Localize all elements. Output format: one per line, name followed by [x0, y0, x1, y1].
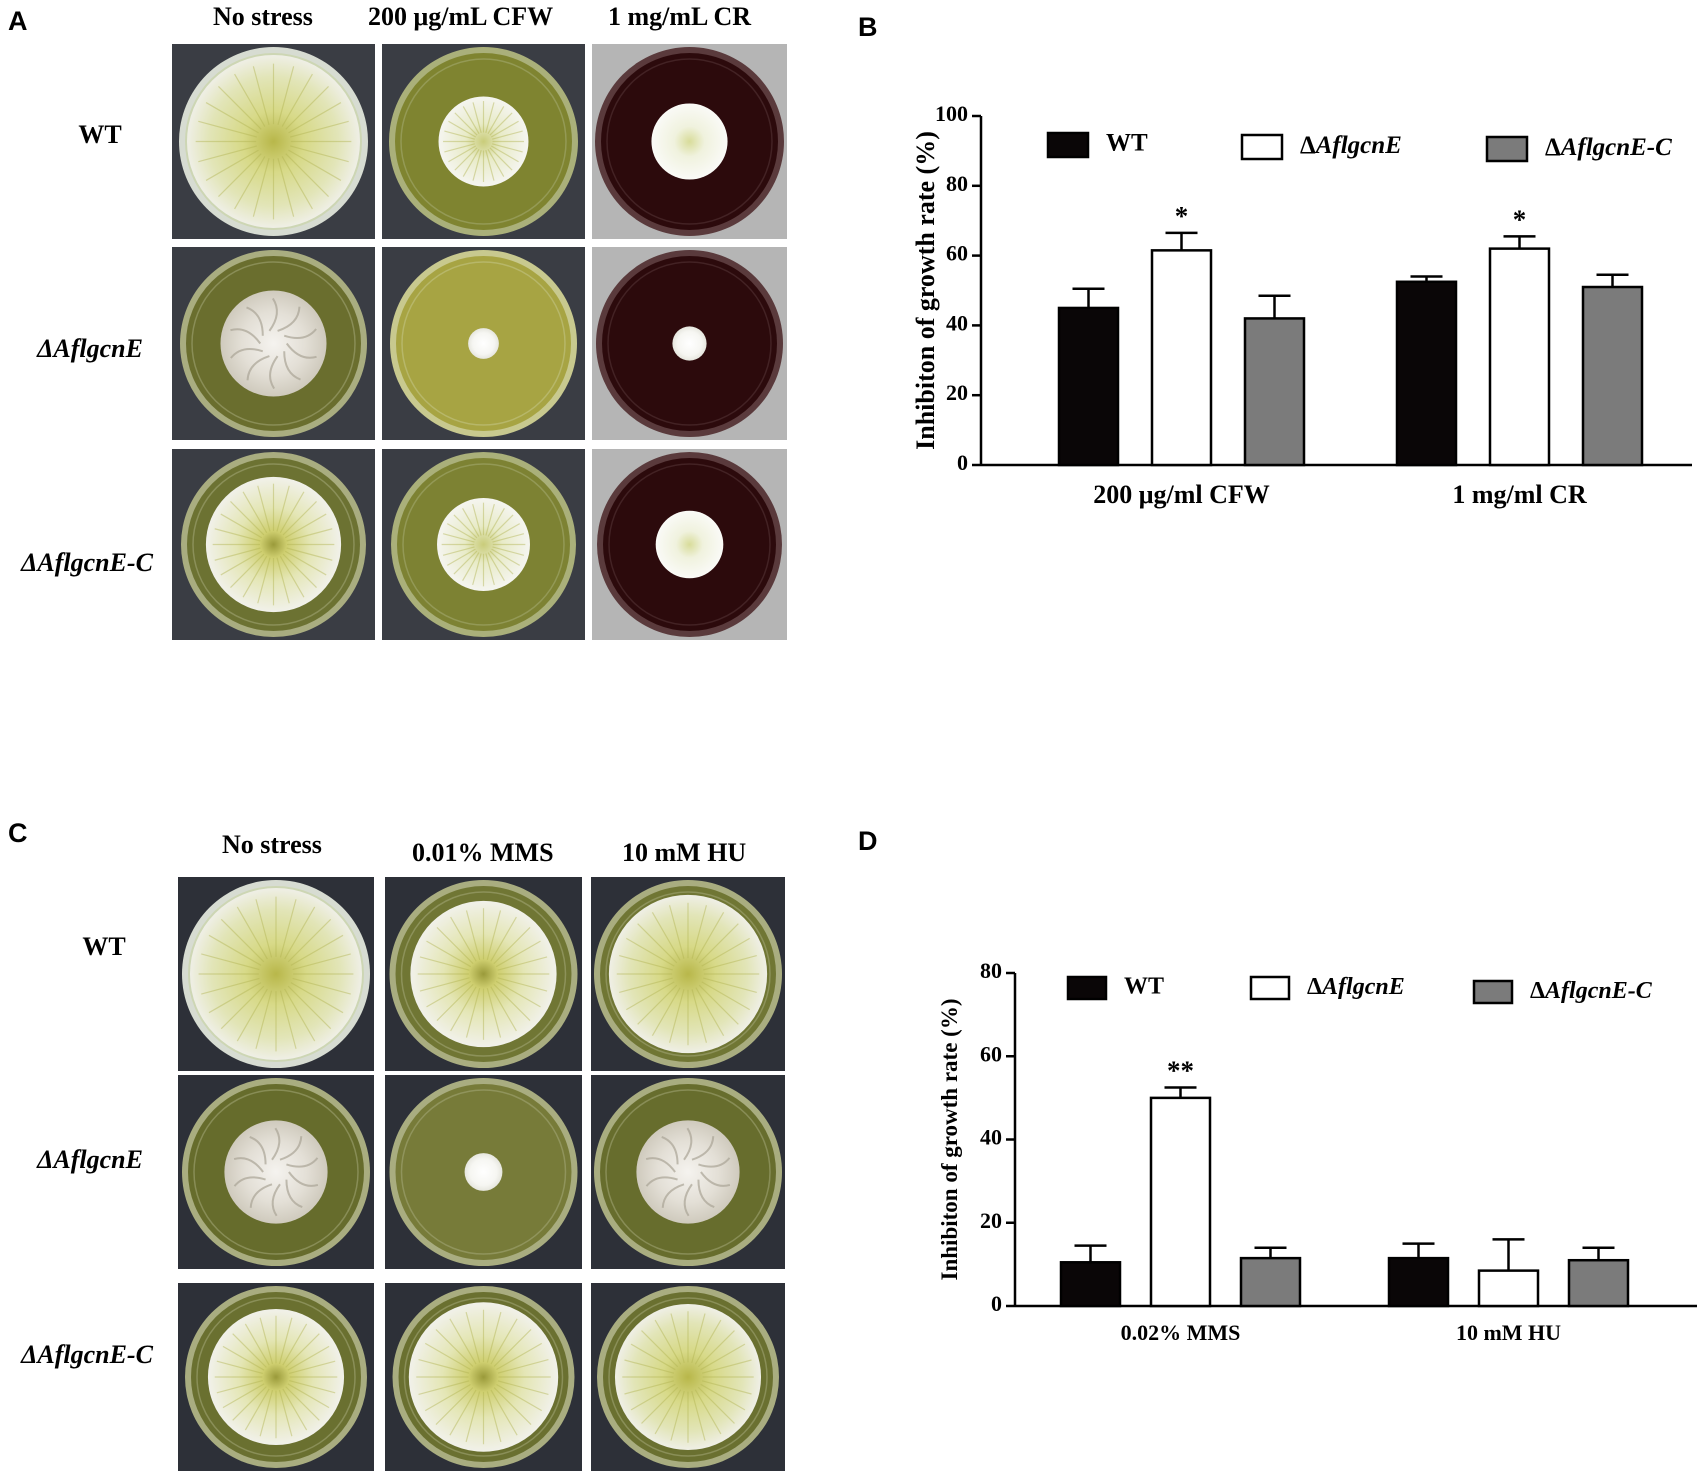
- panel-a-letter: A: [8, 6, 28, 36]
- chart-b-significance-mark: *: [1513, 204, 1527, 234]
- chart-d-y-tick-label: 80: [980, 958, 1002, 983]
- panel-a-plate-r3-c3: [592, 449, 787, 640]
- chart-b-bar: [1057, 306, 1120, 467]
- panel-c-plate-r1-c1: [178, 877, 374, 1071]
- chart-d-legend-label: WT: [1124, 974, 1164, 1000]
- chart-b-legend-label: WT: [1106, 130, 1148, 157]
- panel-c-letter: C: [8, 818, 28, 848]
- chart-b-bar: [1150, 249, 1213, 467]
- panel-a-plate-r1-c3: [592, 44, 787, 239]
- chart-d-y-tick-label: 0: [991, 1291, 1002, 1316]
- chart-d-legend-label: ΔAflgcnE-C: [1530, 978, 1653, 1004]
- chart-b-legend-label: ΔAflgcnE: [1300, 132, 1402, 159]
- chart-b-y-axis-label: Inhibiton of growth rate (%): [911, 131, 940, 450]
- panel-a-plate-r1-c2: [382, 44, 585, 239]
- chart-b-y-tick-label: 0: [957, 450, 968, 475]
- chart-d-bar: [1567, 1258, 1630, 1308]
- chart-b-bar: [1581, 285, 1644, 467]
- panel-a-plate-r2-c2: [382, 247, 585, 440]
- panel-c-column-header-mms: 0.01% MMS: [412, 838, 554, 867]
- chart-b-category-label: 1 mg/ml CR: [1452, 480, 1587, 509]
- chart-b-bar: [1395, 280, 1458, 467]
- panel-a-plate-r2-c3: [592, 247, 787, 440]
- panel-c-plate-r1-c3: [591, 877, 785, 1071]
- chart-d-category-label: 10 mM HU: [1456, 1320, 1561, 1345]
- panel-a-plate-r1-c1: [172, 44, 375, 239]
- chart-d-bar: [1149, 1096, 1212, 1308]
- chart-d-bar: [1477, 1269, 1540, 1308]
- chart-d-legend-swatch: [1472, 979, 1514, 1005]
- panel-c-row-label-wt: WT: [82, 932, 126, 961]
- chart-b-y-tick-label: 20: [946, 380, 968, 405]
- chart-d-bar: [1387, 1256, 1450, 1308]
- chart-b-y-tick-label: 60: [946, 241, 968, 266]
- chart-b-legend-swatch: [1485, 135, 1529, 163]
- panel-c-row-label-mutant: ΔAflgcnE: [37, 1145, 143, 1174]
- chart-d-legend-swatch: [1066, 975, 1108, 1001]
- chart-b-y-tick-label: 80: [946, 171, 968, 196]
- chart-b-significance-mark: *: [1175, 201, 1189, 231]
- panel-a-column-header-no-stress: No stress: [213, 2, 313, 31]
- panel-c-plate-r3-c1: [178, 1283, 374, 1471]
- panel-a-plate-r3-c2: [382, 449, 585, 640]
- chart-b-legend-swatch: [1240, 133, 1284, 161]
- panel-c-plate-r3-c3: [591, 1283, 785, 1471]
- panel-c-column-header-hu: 10 mM HU: [622, 838, 747, 867]
- panel-a-column-header-cfw: 200 μg/mL CFW: [368, 2, 554, 31]
- chart-d-bar: [1059, 1261, 1122, 1308]
- panel-a-row-label-complement: ΔAflgcnE-C: [21, 548, 153, 577]
- chart-d-y-tick-label: 40: [980, 1125, 1002, 1150]
- chart-d-bar: [1239, 1256, 1302, 1308]
- chart-b-bar: [1488, 247, 1551, 467]
- chart-b-category-label: 200 μg/ml CFW: [1093, 480, 1270, 509]
- panel-a-plate-r2-c1: [172, 247, 375, 440]
- chart-d-legend-swatch: [1249, 975, 1291, 1001]
- chart-b-legend-swatch: [1046, 131, 1090, 159]
- panel-d-letter: D: [858, 826, 878, 856]
- panel-c-plate-r1-c2: [385, 877, 582, 1071]
- panel-c-plate-r2-c3: [591, 1075, 785, 1269]
- panel-a-row-label-wt: WT: [78, 120, 122, 149]
- panel-a-row-label-mutant: ΔAflgcnE: [37, 334, 143, 363]
- chart-d-y-tick-label: 60: [980, 1041, 1002, 1066]
- panel-a-plate-r3-c1: [172, 449, 375, 640]
- chart-d-y-axis-label: Inhibiton of growth rate (%): [937, 999, 962, 1281]
- chart-b-y-tick-label: 40: [946, 310, 968, 335]
- panel-c-row-label-complement: ΔAflgcnE-C: [21, 1340, 153, 1369]
- panel-c-column-header-no-stress: No stress: [222, 830, 322, 859]
- chart-b-bar: [1243, 317, 1306, 467]
- chart-d-y-tick-label: 20: [980, 1208, 1002, 1233]
- panel-c-plate-r3-c2: [385, 1283, 582, 1471]
- panel-c-plate-r2-c1: [178, 1075, 374, 1269]
- chart-d-category-label: 0.02% MMS: [1121, 1320, 1241, 1345]
- panel-b-letter: B: [858, 12, 878, 42]
- chart-d-legend-label: ΔAflgcnE: [1307, 974, 1405, 1000]
- panel-c-plate-r2-c2: [385, 1075, 582, 1269]
- panel-a-column-header-cr: 1 mg/mL CR: [608, 2, 751, 31]
- chart-b-legend-label: ΔAflgcnE-C: [1545, 134, 1672, 161]
- chart-b-y-tick-label: 100: [935, 101, 968, 126]
- chart-d-significance-mark: **: [1167, 1055, 1194, 1085]
